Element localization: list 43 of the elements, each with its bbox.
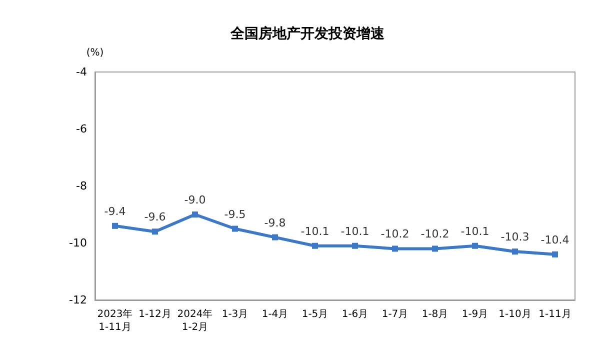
data-label: -9.8 xyxy=(264,216,286,230)
x-tick-label: 1-4月 xyxy=(262,309,288,320)
data-label: -9.4 xyxy=(104,204,126,218)
point xyxy=(512,248,518,255)
data-label: -9.6 xyxy=(144,210,166,224)
point xyxy=(272,234,278,240)
x-tick-label: 1-5月 xyxy=(302,309,328,320)
data-label: -10.3 xyxy=(500,230,530,244)
point xyxy=(432,246,438,252)
data-label: -9.0 xyxy=(184,194,206,206)
point xyxy=(392,246,398,252)
x-tick-label: 1-9月 xyxy=(462,309,488,320)
x-tick-label: 1-10月 xyxy=(498,309,532,320)
data-label: -10.1 xyxy=(340,224,370,238)
data-label: -10.4 xyxy=(540,233,570,246)
data-label: -10.2 xyxy=(420,228,450,241)
point xyxy=(552,251,558,258)
x-tick-label: 1-12月 xyxy=(138,309,172,320)
data-label: -10.1 xyxy=(460,224,490,238)
point xyxy=(352,242,358,249)
data-label: -10.2 xyxy=(380,228,410,241)
y-tick-label: -4 xyxy=(76,66,87,78)
y-axis-title: (%) xyxy=(86,48,104,58)
point xyxy=(472,242,478,249)
y-tick-label: -10 xyxy=(69,236,87,250)
y-tick-label: -12 xyxy=(69,294,87,306)
x-tick-label: 1-3月 xyxy=(222,309,248,320)
y-tick-label: -8 xyxy=(76,180,87,192)
x-tick-label: 1-7月 xyxy=(382,309,408,320)
x-tick-label: 1-8月 xyxy=(422,309,448,320)
point xyxy=(192,212,198,218)
x-tick-label: 1-6月 xyxy=(342,309,368,320)
point xyxy=(232,226,238,232)
point xyxy=(112,222,118,229)
chart-title: 全国房地产开发投资增速 xyxy=(230,25,386,42)
point xyxy=(312,242,318,249)
y-tick-label: -6 xyxy=(76,122,87,136)
data-label: -10.1 xyxy=(300,224,330,238)
point xyxy=(152,228,158,235)
x-tick-label: 2024年 1-2月 xyxy=(177,308,213,333)
x-tick-label: 1-11月 xyxy=(538,309,572,320)
x-tick-label: 2023年 1-11月 xyxy=(97,308,133,333)
data-label: -9.5 xyxy=(224,208,246,221)
